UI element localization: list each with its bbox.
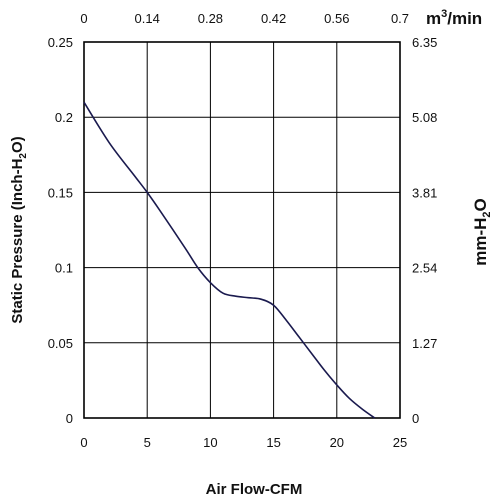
y2-tick-label: 6.35 bbox=[412, 35, 437, 50]
x-tick-labels: 0 5 10 15 20 25 bbox=[80, 435, 407, 450]
y-tick-labels: 0 0.05 0.1 0.15 0.2 0.25 bbox=[48, 35, 73, 426]
y-tick-label: 0.2 bbox=[55, 110, 73, 125]
x2-tick-label: 0.7 bbox=[391, 11, 409, 26]
y2-tick-labels: 0 1.27 2.54 3.81 5.08 6.35 bbox=[412, 35, 437, 426]
x2-tick-label: 0.56 bbox=[324, 11, 349, 26]
y-tick-label: 0.15 bbox=[48, 185, 73, 200]
y2-tick-label: 0 bbox=[412, 411, 419, 426]
x-tick-label: 5 bbox=[144, 435, 151, 450]
x-axis-title: Air Flow-CFM bbox=[206, 481, 303, 498]
x-tick-label: 0 bbox=[80, 435, 87, 450]
series-line bbox=[83, 101, 376, 419]
y2-axis-title: mm-H2O bbox=[471, 198, 493, 266]
y2-tick-label: 1.27 bbox=[412, 336, 437, 351]
x2-tick-labels: 0 0.14 0.28 0.42 0.56 0.7 bbox=[80, 11, 409, 26]
y-tick-label: 0.1 bbox=[55, 261, 73, 276]
x-tick-label: 25 bbox=[393, 435, 407, 450]
plot-frame bbox=[83, 41, 401, 419]
x2-tick-label: 0.14 bbox=[135, 11, 160, 26]
y-tick-label: 0 bbox=[66, 411, 73, 426]
x-tick-label: 15 bbox=[266, 435, 280, 450]
y2-tick-label: 5.08 bbox=[412, 110, 437, 125]
x-tick-label: 10 bbox=[203, 435, 217, 450]
x2-tick-label: 0 bbox=[80, 11, 87, 26]
y-tick-label: 0.25 bbox=[48, 35, 73, 50]
x2-axis-title: m3/min bbox=[426, 8, 482, 28]
x-tick-label: 20 bbox=[330, 435, 344, 450]
y-axis-title: Static Pressure (Inch-H2O) bbox=[9, 136, 29, 323]
x2-tick-label: 0.28 bbox=[198, 11, 223, 26]
grid bbox=[84, 42, 400, 418]
x2-tick-label: 0.42 bbox=[261, 11, 286, 26]
y-tick-label: 0.05 bbox=[48, 336, 73, 351]
y2-tick-label: 2.54 bbox=[412, 261, 437, 276]
y2-tick-label: 3.81 bbox=[412, 185, 437, 200]
